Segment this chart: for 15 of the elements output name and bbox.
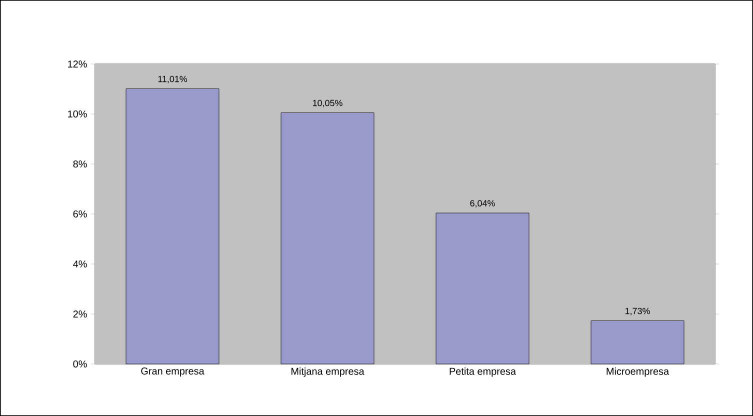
y-tick-label: 12%: [68, 60, 87, 68]
x-tick-label: Petita empresa: [450, 368, 516, 377]
y-tick-label: 0%: [73, 360, 87, 368]
data-label: 1,73%: [625, 308, 650, 316]
data-label: 11,01%: [158, 76, 188, 84]
y-tick-label: 6%: [73, 210, 87, 218]
data-label: 10,05%: [312, 100, 342, 108]
y-tick-label: 10%: [68, 110, 87, 118]
data-label: 6,04%: [470, 200, 495, 208]
x-tick-label: Microempresa: [606, 368, 670, 377]
y-tick-label: 2%: [73, 310, 87, 318]
y-tick-label: 8%: [73, 160, 87, 168]
y-tick-label: 4%: [73, 260, 87, 268]
x-tick-label: Gran empresa: [141, 368, 204, 377]
x-tick-label: Mitjana empresa: [291, 368, 364, 377]
